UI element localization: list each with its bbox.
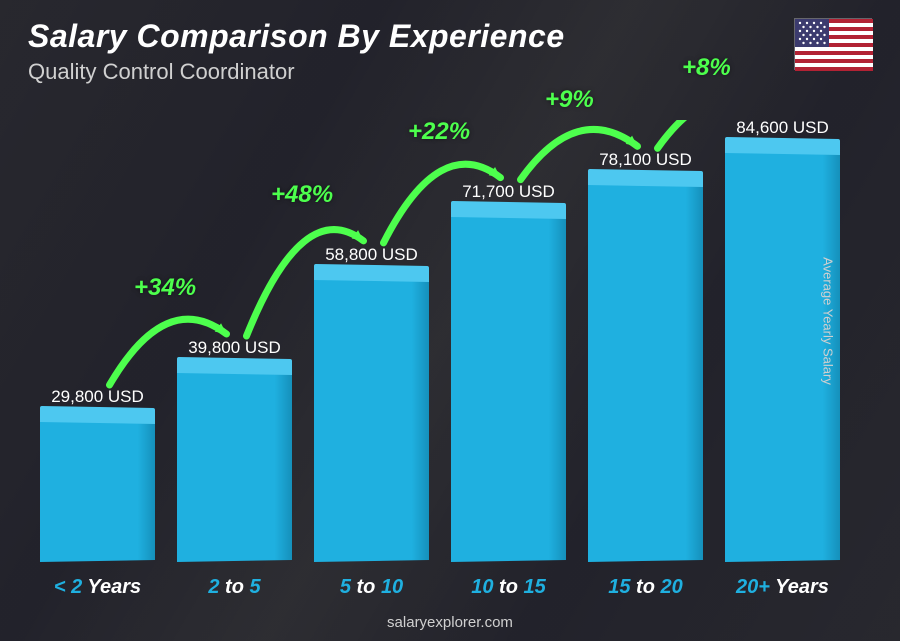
bar-column: 78,100 USD [588,150,703,561]
bars-container: 29,800 USD 39,800 USD 58,800 USD 71,700 USD… [40,120,840,561]
x-axis-labels: < 2 Years 2 to 5 5 to 10 10 to 15 15 to 20 20… [40,576,840,599]
growth-percent-label: +48% [271,181,333,209]
bar-front-face [177,365,292,562]
bar-front-face [40,414,155,562]
x-axis-label: 15 to 20 [588,576,703,599]
bar-top-face [588,169,703,187]
x-axis-label: < 2 Years [40,576,155,599]
header: Salary Comparison By Experience Quality … [28,18,872,85]
page-subtitle: Quality Control Coordinator [28,59,872,85]
chart-area: 29,800 USD 39,800 USD 58,800 USD 71,700 USD… [40,120,840,561]
bar-front-face [588,177,703,562]
bar [451,209,566,562]
x-axis-label: 10 to 15 [451,576,566,599]
bar-front-face [451,209,566,562]
growth-percent-label: +22% [408,118,470,146]
bar-column: 39,800 USD [177,338,292,561]
page-title: Salary Comparison By Experience [28,18,872,55]
bar [177,365,292,562]
bar-top-face [40,406,155,424]
bar-top-face [451,201,566,219]
x-axis-label: 20+ Years [725,576,840,599]
bar-top-face [177,357,292,375]
bar-top-face [725,137,840,155]
bar-value-label: 58,800 USD [325,245,418,265]
bar-value-label: 29,800 USD [51,387,144,407]
flag-icon [794,18,872,70]
bar-value-label: 78,100 USD [599,150,692,170]
bar-value-label: 71,700 USD [462,182,555,202]
bar-top-face [314,264,429,282]
x-axis-label: 5 to 10 [314,576,429,599]
growth-percent-label: +8% [682,54,731,82]
bar-column: 29,800 USD [40,387,155,561]
y-axis-label: Average Yearly Salary [821,257,836,385]
bar-front-face [314,272,429,562]
bar-value-label: 39,800 USD [188,338,281,358]
bar-value-label: 84,600 USD [736,118,829,138]
x-axis-label: 2 to 5 [177,576,292,599]
bar [588,177,703,562]
bar-column: 71,700 USD [451,182,566,561]
growth-percent-label: +9% [545,86,594,114]
footer-text: salaryexplorer.com [0,614,900,631]
bar [40,414,155,562]
bar [314,272,429,562]
bar-column: 58,800 USD [314,245,429,561]
growth-percent-label: +34% [134,274,196,302]
